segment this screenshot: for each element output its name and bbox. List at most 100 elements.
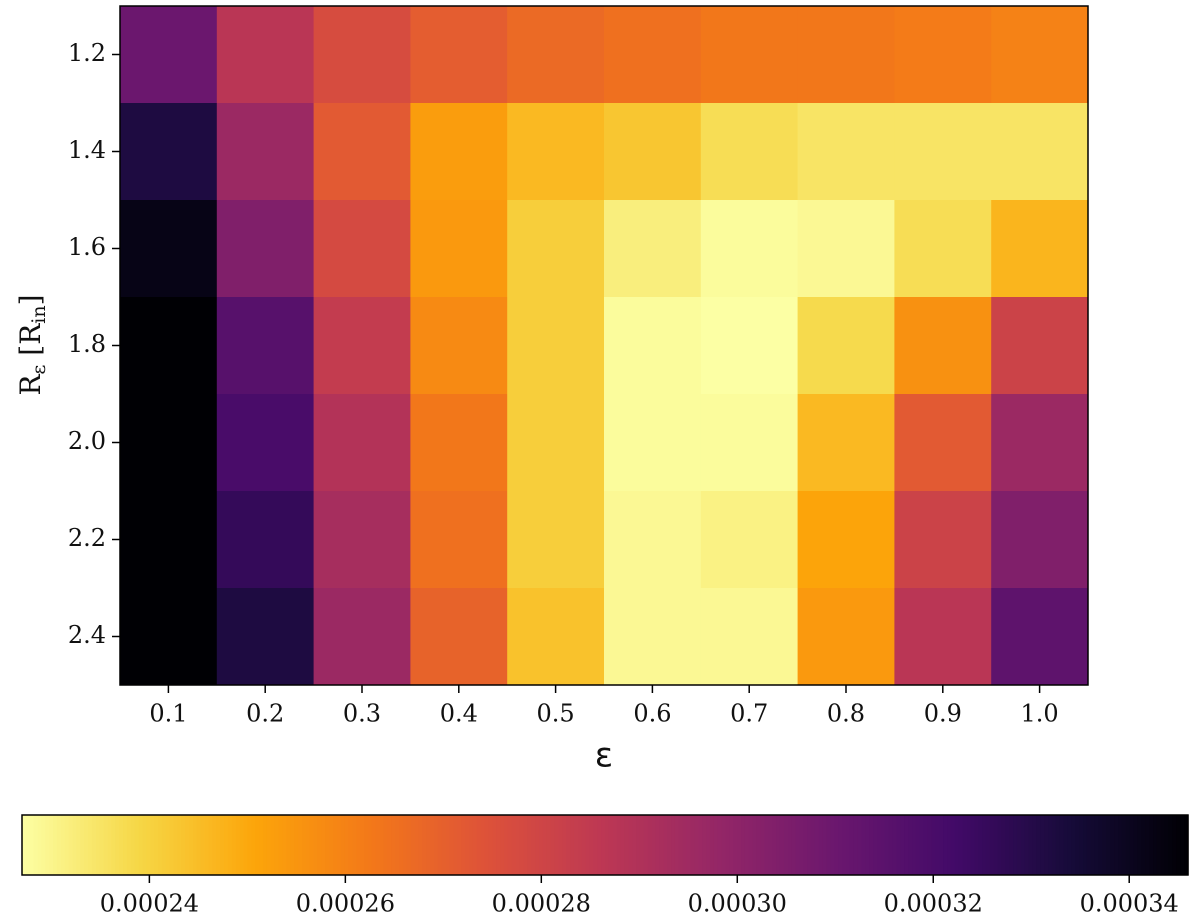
colorbar-strip <box>966 815 971 875</box>
colorbar-strip <box>1051 815 1057 875</box>
heatmap-cell <box>507 297 605 395</box>
colorbar-strip <box>1153 815 1158 875</box>
colorbar-strip <box>154 815 159 875</box>
colorbar-strip <box>791 815 797 875</box>
heatmap-cell <box>700 6 799 104</box>
y-tick-label: 2.2 <box>68 524 106 552</box>
colorbar-strip <box>146 815 151 875</box>
y-axis-title-part: R <box>14 374 47 396</box>
colorbar-strip <box>437 815 443 875</box>
colorbar-strip <box>597 815 602 875</box>
colorbar-strip <box>1067 815 1072 875</box>
colorbar-strip <box>947 815 952 875</box>
colorbar-strip <box>620 815 626 875</box>
y-tick-label: 2.4 <box>68 621 106 649</box>
colorbar-strip <box>158 815 163 875</box>
colorbar-strip <box>22 815 27 875</box>
heatmap-cell <box>216 588 315 686</box>
colorbar-strip <box>60 815 66 875</box>
colorbar-strip <box>581 815 587 875</box>
heatmap-cell <box>313 200 411 298</box>
colorbar-strip <box>367 815 373 875</box>
colorbar-strip <box>193 815 198 875</box>
x-tick-label: 1.0 <box>1021 700 1059 728</box>
heatmap-cell <box>507 6 605 104</box>
colorbar-tick-label: 0.00028 <box>492 890 591 918</box>
colorbar-tick-label: 0.00034 <box>1080 890 1179 918</box>
colorbar-strip <box>224 815 229 875</box>
colorbar-strip <box>321 815 326 875</box>
colorbar-strip <box>126 815 132 875</box>
colorbar-strip <box>68 815 74 875</box>
colorbar-strip <box>266 815 272 875</box>
heatmap-cell <box>894 103 992 201</box>
colorbar-strip <box>84 815 89 875</box>
colorbar-strip <box>857 815 863 875</box>
colorbar-strip <box>1114 815 1119 875</box>
colorbar-strip <box>1160 815 1166 875</box>
colorbar-strip <box>169 815 175 875</box>
colorbar-strip <box>360 815 365 875</box>
colorbar-strip <box>741 815 746 875</box>
colorbar-strip <box>566 815 571 875</box>
colorbar-strip <box>822 815 828 875</box>
colorbar-strip <box>943 815 948 875</box>
colorbar-strip <box>970 815 975 875</box>
heatmap-cell <box>120 297 218 395</box>
colorbar-strip <box>433 815 439 875</box>
colorbar-strip <box>554 815 559 875</box>
colorbar-strip <box>865 815 870 875</box>
colorbar-strip <box>111 815 116 875</box>
heatmap-cell <box>410 491 508 589</box>
colorbar-strip <box>737 815 742 875</box>
colorbar-strip <box>939 815 944 875</box>
heatmap-cell <box>991 6 1089 104</box>
colorbar-strip <box>982 815 987 875</box>
colorbar-strip <box>993 815 999 875</box>
colorbar-strip <box>744 815 750 875</box>
heatmap-cell <box>507 103 605 201</box>
colorbar-strip <box>912 815 917 875</box>
heatmap-cell <box>604 394 702 492</box>
colorbar-strip <box>480 815 486 875</box>
colorbar-strip <box>698 815 703 875</box>
colorbar-strip <box>231 815 237 875</box>
colorbar-strip <box>1013 815 1018 875</box>
colorbar-strip <box>1016 815 1022 875</box>
colorbar-strip <box>49 815 54 875</box>
colorbar-strip <box>212 815 217 875</box>
colorbar-strip <box>880 815 886 875</box>
heatmap-cell <box>120 491 218 589</box>
colorbar-strip <box>305 815 311 875</box>
colorbar-strip <box>220 815 225 875</box>
colorbar-strip <box>1040 815 1045 875</box>
colorbar-strip <box>457 815 462 875</box>
colorbar-strip <box>64 815 70 875</box>
colorbar-strip <box>76 815 81 875</box>
colorbar-strip <box>414 815 420 875</box>
heatmap-cell <box>120 588 218 686</box>
colorbar-strip <box>1063 815 1069 875</box>
colorbar-strip <box>262 815 268 875</box>
colorbar-strip <box>706 815 711 875</box>
y-axis-title: Rε [Rin] <box>14 294 51 395</box>
colorbar-strip <box>142 815 147 875</box>
colorbar-strip <box>1036 815 1041 875</box>
heatmap-cell <box>894 394 992 492</box>
colorbar-strip <box>690 815 695 875</box>
colorbar-strip <box>426 815 431 875</box>
colorbar-strip <box>1001 815 1006 875</box>
colorbar-strip <box>309 815 315 875</box>
colorbar-strip <box>371 815 377 875</box>
colorbar-strip <box>787 815 793 875</box>
heatmap-cell <box>604 200 702 298</box>
colorbar-strip <box>208 815 214 875</box>
colorbar-strip <box>313 815 318 875</box>
colorbar-strip <box>904 815 909 875</box>
heatmap-cell <box>700 103 799 201</box>
colorbar-strip <box>1180 815 1185 875</box>
colorbar-strip <box>1164 815 1170 875</box>
colorbar-strip <box>527 815 532 875</box>
colorbar-strip <box>663 815 668 875</box>
colorbar-strip <box>671 815 676 875</box>
